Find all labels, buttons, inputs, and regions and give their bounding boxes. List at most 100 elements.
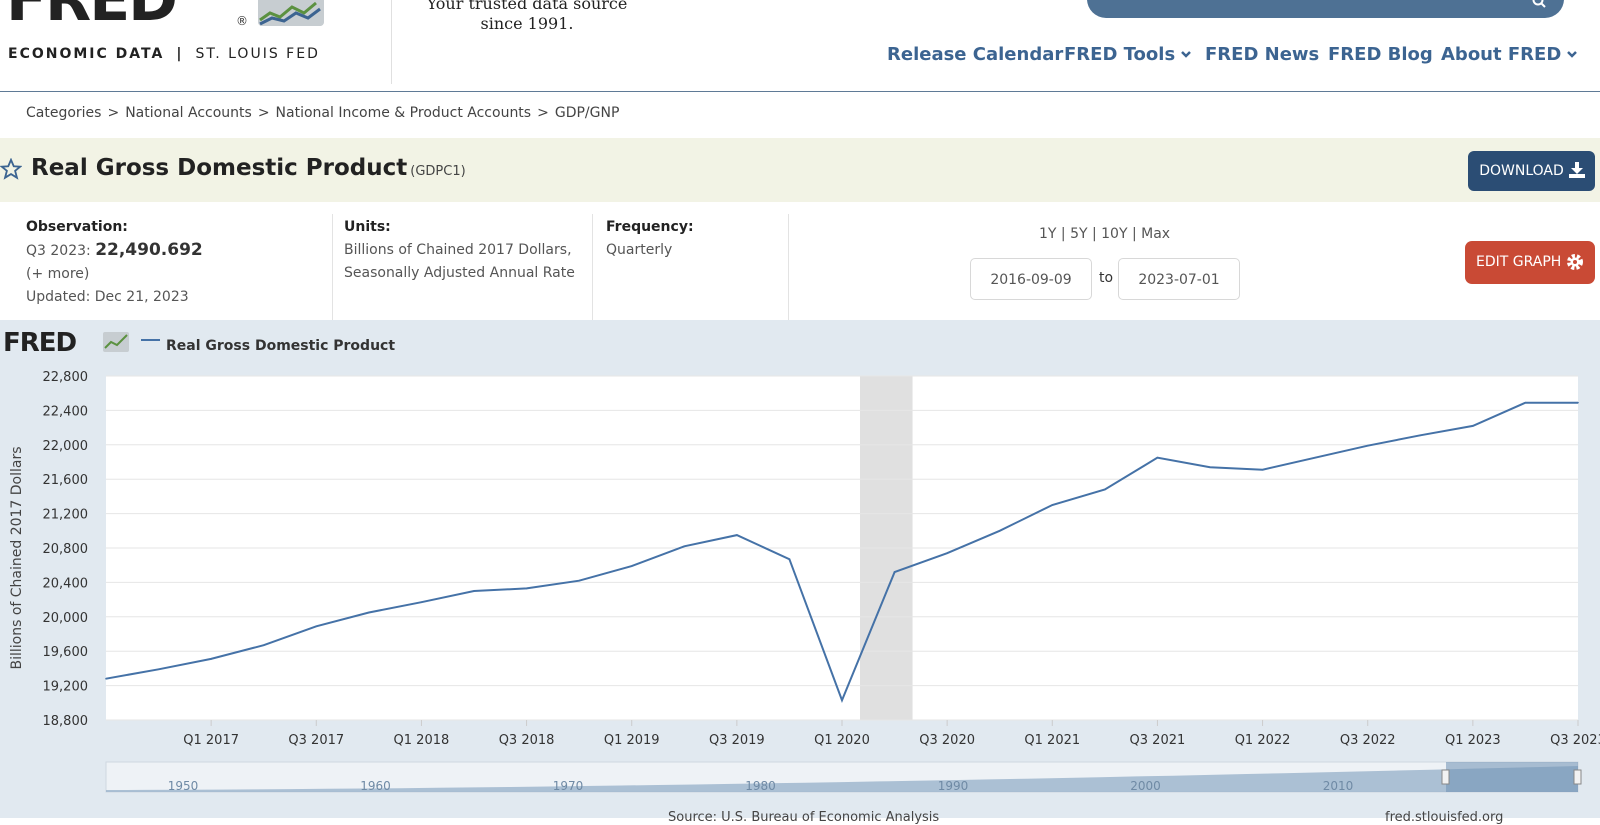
chevron-down-icon [1181,51,1192,58]
edit-graph-label: EDIT GRAPH [1476,254,1562,270]
data-point [630,565,633,567]
x-tick-label: Q3 2019 [709,733,765,748]
data-point [946,552,948,554]
frequency-block: Frequency: Quarterly [606,216,694,262]
search-input[interactable] [1087,0,1564,18]
meta-divider [788,214,789,320]
more-link[interactable]: (+ more) [26,266,90,282]
observation-period: Q3 2023: [26,243,91,259]
line-chart[interactable]: FRED 18,800 19,200 19,600 20,000 20,400 20,800… [0,320,1600,818]
page-title: Real Gross Domestic Product (GDPC1) [31,155,466,181]
chevron-down-icon [1567,51,1578,58]
breadcrumb-national-accounts[interactable]: National Accounts [125,105,252,121]
data-point [998,530,1001,532]
series-title-band: Real Gross Domestic Product (GDPC1) DOWNL… [0,138,1600,202]
data-point [210,658,212,660]
navigator-label: 1990 [938,779,969,793]
x-tick-label: Q1 2022 [1235,733,1291,748]
range-selector[interactable]: 1Y | 5Y | 10Y | Max [1039,226,1171,242]
breadcrumb-nipa[interactable]: National Income & Product Accounts [275,105,532,121]
x-tick-label: Q1 2017 [183,733,239,748]
fred-mini-logo: FRED [3,328,77,358]
frequency-value: Quarterly [606,242,673,258]
data-point [1419,434,1422,437]
x-tick-label: Q3 2017 [288,733,344,748]
navigator-handle-left[interactable] [1441,769,1450,785]
nav-fred-news[interactable]: FRED News [1205,44,1320,65]
date-to-input[interactable]: 2023-07-01 [1118,258,1240,300]
data-point [1261,468,1264,471]
date-to-label: to [1099,270,1114,286]
mini-logo-line [104,334,128,349]
y-tick-label: 21,600 [43,473,89,488]
observation-label: Observation: [26,219,128,235]
x-tick-label: Q1 2018 [394,733,450,748]
y-tick-label: 22,400 [43,404,89,419]
data-point [1366,444,1369,447]
x-tick-label: Q3 2020 [919,733,975,748]
units-label: Units: [344,219,391,235]
registered-mark: ® [236,14,248,28]
data-point [1209,466,1211,468]
meta-divider [592,214,593,320]
navigator-label: 2000 [1130,779,1161,793]
date-from-input[interactable]: 2016-09-09 [970,258,1092,300]
legend-label: Real Gross Domestic Product [166,338,396,354]
data-point [525,587,528,590]
navigator-label: 1970 [553,779,584,793]
breadcrumb-categories[interactable]: Categories [26,105,102,121]
data-point [788,558,791,560]
y-tick-label: 20,800 [43,542,89,557]
breadcrumb-separator: > [537,105,549,121]
fred-logo[interactable]: FRED [6,0,178,35]
nav-fred-blog[interactable]: FRED Blog [1328,44,1433,65]
data-point [736,534,738,536]
data-point [578,579,580,582]
x-tick-label: Q3 2023 [1550,733,1600,748]
units-line-2: Seasonally Adjusted Annual Rate [344,265,575,281]
nav-fred-tools[interactable]: FRED Tools [1064,44,1192,65]
navigator-label: 1960 [360,779,391,793]
navigator-label: 1950 [168,779,199,793]
x-tick-label: Q3 2018 [499,733,555,748]
breadcrumb: Categories > National Accounts > National In… [26,105,619,121]
navigator-area [106,766,1578,792]
meta-divider [332,214,333,320]
data-point [420,601,423,603]
data-point [368,611,370,614]
x-tick-label: Q1 2020 [814,733,870,748]
updated-date: Updated: Dec 21, 2023 [26,289,189,305]
data-point [315,625,318,628]
data-point [683,545,686,548]
y-tick-label: 18,800 [43,714,89,729]
y-tick-label: 20,400 [43,576,89,591]
series-id: (GDPC1) [410,164,466,179]
site-header: FRED ® ECONOMIC DATA | ST. LOUIS FED Your … [0,0,1600,92]
y-tick-label: 22,800 [43,370,89,385]
x-tick-label: Q1 2019 [604,733,660,748]
nav-release-calendar[interactable]: Release Calendar [887,44,1064,65]
x-tick-label: Q3 2022 [1340,733,1396,748]
breadcrumb-separator: > [257,105,270,121]
logo-subtitle: ECONOMIC DATA | ST. LOUIS FED [8,46,320,62]
download-button[interactable]: DOWNLOAD [1468,151,1595,191]
search-icon[interactable] [1532,0,1546,8]
logo-chart-icon [258,0,324,26]
download-label: DOWNLOAD [1479,163,1564,179]
data-point [1314,456,1316,459]
economic-data-label: ECONOMIC DATA [8,46,165,62]
data-point [1051,504,1054,506]
breadcrumb-separator: > [107,105,120,121]
tagline-line-2: since 1991. [480,14,574,33]
nav-about-fred-label: About FRED [1441,44,1562,65]
series-title-text: Real Gross Domestic Product [31,155,408,181]
edit-graph-button[interactable]: EDIT GRAPH [1465,241,1595,284]
navigator-handle-right[interactable] [1573,769,1582,785]
star-icon[interactable] [0,158,22,180]
data-point [473,590,475,592]
nav-about-fred[interactable]: About FRED [1441,44,1578,65]
download-icon [1569,162,1585,178]
y-tick-label: 19,600 [43,645,89,660]
breadcrumb-gdp-gnp[interactable]: GDP/GNP [554,105,620,121]
st-louis-fed-label: ST. LOUIS FED [195,46,320,62]
